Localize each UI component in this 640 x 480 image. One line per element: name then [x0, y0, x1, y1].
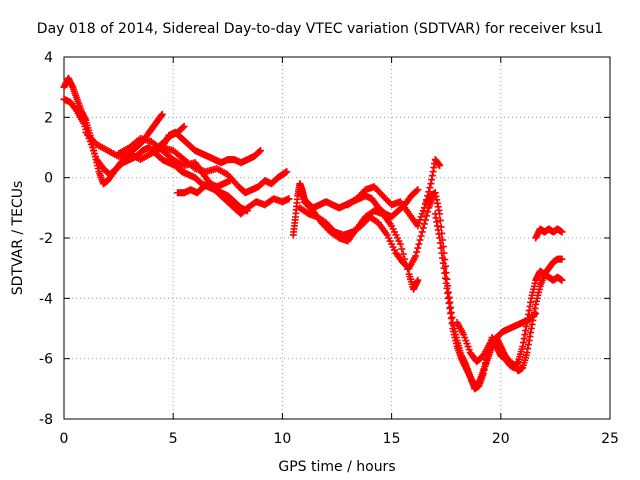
data-point	[414, 276, 422, 284]
data-point	[532, 309, 540, 317]
axis-ticks	[63, 56, 611, 420]
data-point	[420, 220, 428, 228]
data-point	[425, 188, 433, 196]
data-point	[308, 205, 316, 213]
data-point	[404, 265, 412, 273]
x-tick-label: 0	[60, 431, 69, 447]
chart-title: Day 018 of 2014, Sidereal Day-to-day VTE…	[37, 21, 603, 37]
data-point	[413, 248, 421, 256]
data-point	[419, 224, 427, 232]
data-point	[531, 310, 539, 318]
data-point	[398, 245, 406, 253]
data-point	[401, 255, 409, 263]
data-point	[415, 240, 423, 248]
data-point	[413, 187, 421, 195]
data-point	[396, 240, 404, 248]
data-point	[255, 148, 263, 156]
data-point	[426, 184, 434, 192]
x-tick-label: 15	[383, 431, 401, 447]
data-point	[402, 260, 410, 268]
data-point	[416, 236, 424, 244]
data-point	[285, 195, 293, 203]
y-tick-label: -6	[39, 352, 53, 368]
y-tick-labels: -8 -6 -4 -2 0 2 4	[39, 50, 53, 428]
y-tick-label: 2	[44, 110, 53, 126]
y-tick-label: 4	[44, 50, 53, 66]
y-tick-label: -4	[39, 291, 53, 307]
data-point	[418, 228, 426, 236]
x-tick-labels: 0 5 10 15 20 25	[60, 431, 619, 447]
x-tick-label: 5	[169, 431, 178, 447]
data-point	[283, 168, 291, 176]
x-tick-label: 20	[492, 431, 510, 447]
data-point	[399, 250, 407, 258]
data-point	[417, 232, 425, 240]
data-point	[558, 276, 566, 284]
data-point	[72, 106, 80, 114]
data-points	[60, 74, 566, 393]
data-point	[180, 122, 188, 130]
data-point	[179, 123, 187, 131]
data-point	[424, 208, 432, 216]
x-tick-label: 10	[273, 431, 291, 447]
data-point	[412, 252, 420, 260]
y-tick-label: 0	[44, 171, 53, 187]
data-point	[158, 110, 166, 118]
y-axis-label: SDTVAR / TECUs	[10, 181, 26, 296]
data-point	[423, 212, 431, 220]
data-point	[436, 216, 444, 224]
x-tick-label: 25	[601, 431, 619, 447]
data-point	[436, 162, 444, 170]
y-tick-label: -2	[39, 231, 53, 247]
y-tick-label: -8	[39, 412, 53, 428]
data-point	[420, 204, 428, 212]
data-point	[414, 244, 422, 252]
data-point	[257, 147, 265, 155]
x-axis-label: GPS time / hours	[278, 459, 395, 475]
data-point	[558, 228, 566, 236]
data-point	[414, 186, 422, 194]
data-point	[226, 177, 234, 185]
data-point	[558, 255, 566, 263]
